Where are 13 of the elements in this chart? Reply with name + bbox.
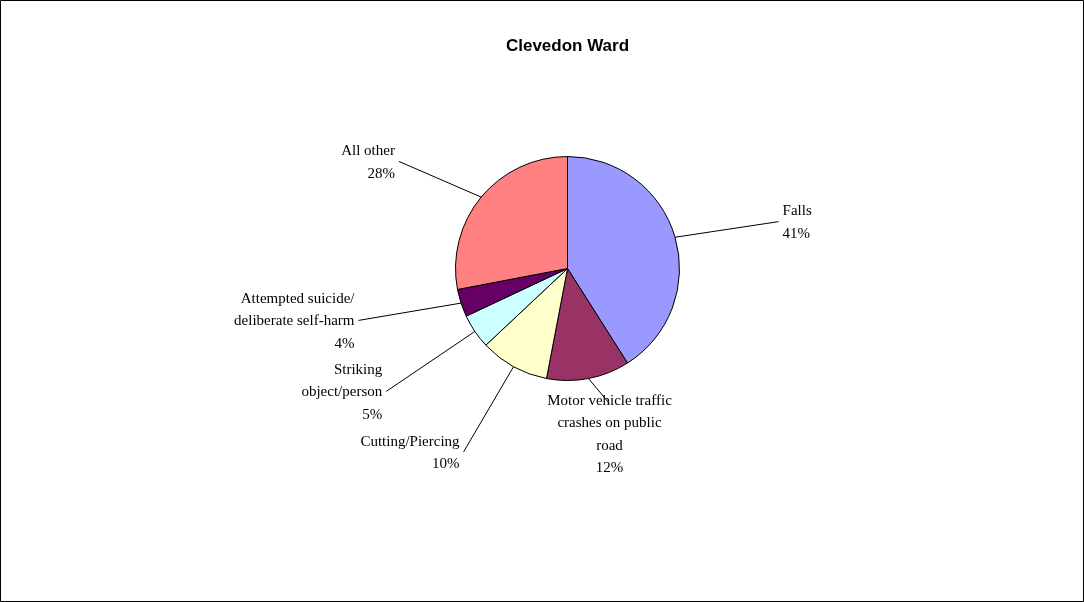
slice-label: Attempted suicide/ deliberate self-harm	[234, 290, 356, 329]
slice-label: Cutting/Piercing	[360, 432, 461, 449]
chart-title: Clevedon Ward	[505, 36, 630, 55]
data-label: 28%	[367, 164, 395, 181]
slice-label: All other	[341, 142, 395, 159]
slice-label: Falls	[782, 202, 812, 219]
slice-label: Striking object/person	[301, 361, 383, 400]
data-label: 4%	[334, 334, 355, 351]
data-label: 5%	[362, 405, 383, 422]
data-label: 41%	[782, 224, 811, 241]
slice-label: Motor vehicle traffic crashes on public road	[547, 391, 673, 453]
data-label: 12%	[595, 459, 624, 476]
data-label: 10%	[432, 455, 460, 472]
